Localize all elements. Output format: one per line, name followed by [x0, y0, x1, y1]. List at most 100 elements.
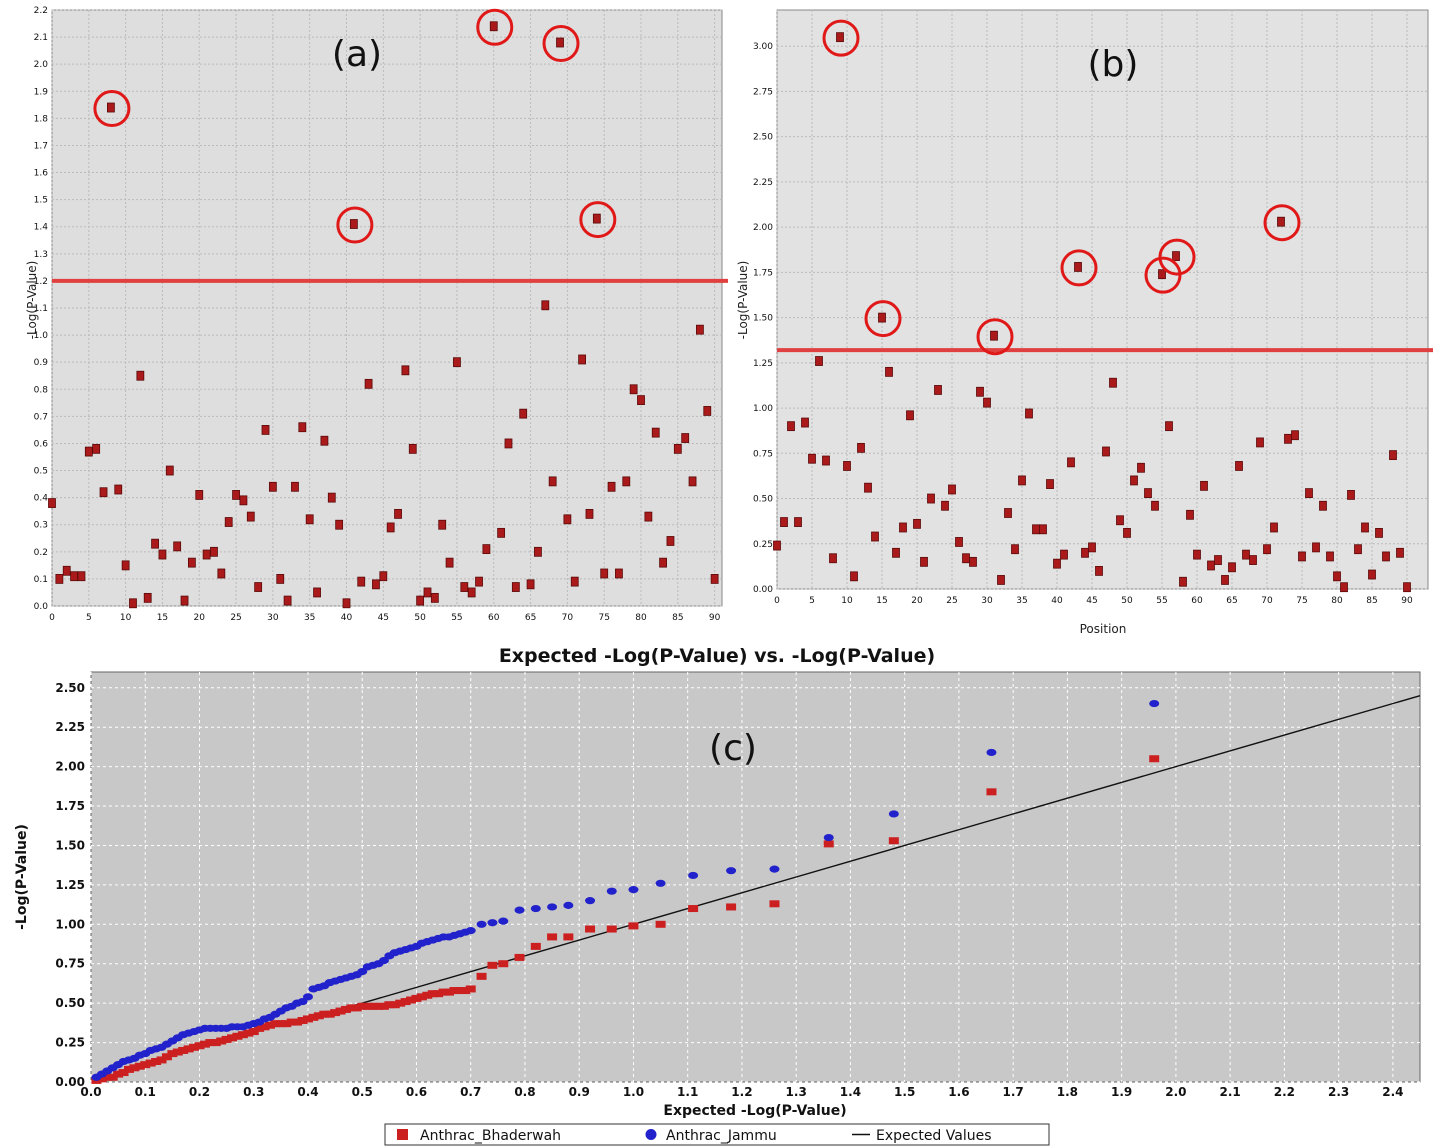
- data-point: [556, 37, 564, 48]
- data-point: [467, 587, 476, 598]
- legend-label-jammu: Anthrac_Jammu: [666, 1128, 777, 1144]
- x-tick-label: 30: [981, 596, 993, 606]
- x-tick-label: 85: [1366, 596, 1377, 606]
- x-tick-label: 30: [267, 613, 279, 623]
- point-bhaderwah: [444, 988, 455, 996]
- data-point: [955, 537, 963, 547]
- x-tick-labels-c: 0.0 0.1 0.2 0.3 0.4 0.5 0.6 0.7 0.8 0.9 1.0 1.1 1.2 1…: [80, 1085, 1403, 1099]
- data-point: [843, 461, 851, 471]
- x-tick-label: 1.0: [623, 1085, 644, 1099]
- data-point: [780, 517, 788, 527]
- x-tick-label: 70: [562, 613, 574, 623]
- data-point: [644, 511, 653, 522]
- x-tick-label: 40: [1051, 596, 1063, 606]
- data-point: [1312, 542, 1320, 553]
- x-tick-label: 75: [598, 613, 609, 623]
- y-tick-label: 2.00: [753, 223, 773, 233]
- x-tick-label: 2.1: [1220, 1085, 1241, 1099]
- data-point: [121, 560, 130, 571]
- point-bhaderwah: [688, 905, 699, 913]
- y-tick-label: 2.50: [55, 681, 85, 695]
- x-tick-label: 1.5: [894, 1085, 915, 1099]
- data-point: [1368, 569, 1376, 580]
- data-point: [173, 541, 182, 552]
- y-tick-label: 0.00: [753, 585, 773, 595]
- data-point: [276, 574, 285, 584]
- data-point: [394, 508, 402, 519]
- data-point: [408, 443, 417, 454]
- point-jammu: [302, 993, 313, 1001]
- grid-a: [51, 9, 722, 607]
- y-tick-label: 1.4: [34, 223, 49, 233]
- data-point: [107, 102, 115, 113]
- data-point: [364, 378, 373, 389]
- point-bhaderwah: [373, 1002, 384, 1010]
- data-point: [1095, 566, 1103, 576]
- y-tick-label: 0.2: [34, 548, 48, 558]
- data-point: [239, 495, 248, 506]
- point-bhaderwah: [514, 953, 525, 961]
- data-point: [357, 576, 366, 587]
- data-point: [1382, 551, 1390, 562]
- x-tick-label: 55: [451, 613, 462, 623]
- y-tick-label: 1.00: [753, 404, 773, 414]
- x-tick-label: 60: [1191, 596, 1203, 606]
- data-point: [1060, 549, 1068, 560]
- data-point: [482, 544, 491, 555]
- point-bhaderwah: [487, 961, 498, 969]
- x-tick-label: 2.4: [1382, 1085, 1403, 1099]
- point-jammu: [487, 919, 498, 927]
- x-tick-label: 40: [341, 613, 353, 623]
- data-point: [489, 21, 498, 32]
- data-point: [659, 557, 667, 568]
- data-point: [202, 549, 211, 560]
- data-point: [585, 508, 594, 519]
- y-tick-label: 2.75: [753, 87, 773, 97]
- data-point: [1235, 461, 1243, 471]
- data-point: [48, 498, 56, 508]
- data-point: [906, 410, 914, 421]
- x-tick-label: 60: [488, 613, 500, 623]
- x-tick-label: 85: [672, 613, 683, 623]
- point-bhaderwah: [606, 925, 617, 933]
- data-point: [1256, 437, 1264, 448]
- data-point: [703, 406, 712, 416]
- point-jammu: [465, 927, 476, 935]
- y-tick-label: 2.00: [55, 760, 85, 774]
- data-point: [416, 595, 425, 606]
- point-bhaderwah: [335, 1007, 346, 1015]
- y-tick-label: 1.3: [34, 250, 48, 260]
- point-bhaderwah: [449, 987, 460, 995]
- data-point: [1340, 582, 1348, 593]
- data-point: [666, 536, 675, 546]
- point-jammu: [498, 917, 509, 925]
- data-point: [114, 484, 123, 495]
- point-bhaderwah: [389, 1001, 400, 1009]
- y-tick-label: 1.9: [34, 87, 49, 97]
- x-tick-labels-b: 0 5 10 15 20 25 30 35 40 45 50 55 60 65 70 75 80 85 90: [774, 596, 1413, 606]
- data-point: [1326, 551, 1334, 562]
- point-jammu: [530, 904, 541, 913]
- data-point: [969, 556, 977, 567]
- y-tick-label: 1.50: [753, 314, 773, 324]
- point-bhaderwah: [422, 991, 433, 999]
- data-point: [822, 455, 830, 466]
- x-tick-label: 0: [774, 596, 780, 606]
- y-axis-label-c: -Log(P-Value): [14, 824, 30, 930]
- data-point: [548, 476, 557, 487]
- data-point: [1109, 377, 1117, 388]
- x-tick-label: 0.3: [243, 1085, 264, 1099]
- point-bhaderwah: [259, 1023, 270, 1031]
- point-bhaderwah: [1149, 755, 1160, 763]
- data-point: [1067, 457, 1075, 468]
- data-point: [534, 546, 542, 557]
- point-bhaderwah: [145, 1059, 156, 1067]
- x-tick-label: 5: [809, 596, 815, 606]
- point-bhaderwah: [330, 1009, 341, 1017]
- x-tick-label: 35: [1016, 596, 1027, 606]
- data-point: [1088, 542, 1096, 553]
- x-tick-label: 20: [194, 613, 206, 623]
- data-point: [1361, 522, 1369, 533]
- data-point: [808, 453, 816, 464]
- data-point: [1151, 500, 1159, 511]
